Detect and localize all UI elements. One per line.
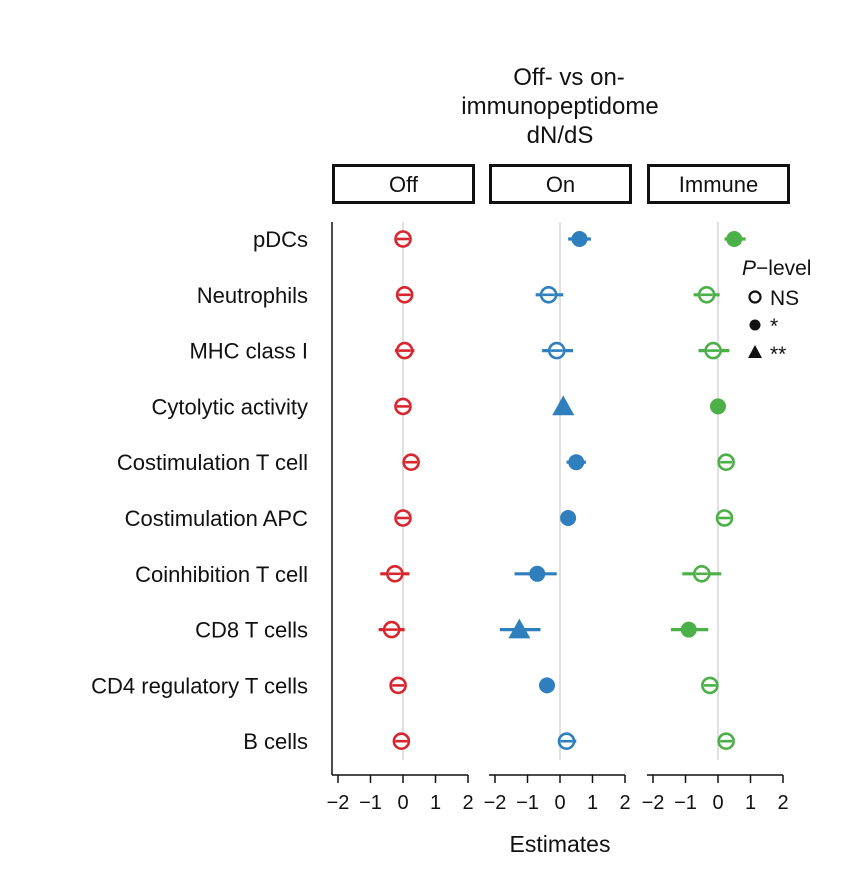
x-tick-label: 0 <box>712 792 723 814</box>
panel-off: Off −2 −1 0 1 2 <box>327 164 475 814</box>
x-tick-label: 0 <box>554 792 565 814</box>
point-sig-marker <box>726 231 743 247</box>
x-tick-label: 1 <box>745 792 756 814</box>
legend-items: NS*** <box>748 287 799 366</box>
legend-item: * <box>749 315 778 338</box>
legend: P−level NS*** <box>742 257 811 366</box>
strip-box <box>489 164 632 204</box>
point-sig-marker <box>680 621 697 638</box>
strip-label: On <box>546 172 575 197</box>
x-tick-label: 2 <box>462 792 473 814</box>
point-sig-marker <box>529 565 546 582</box>
legend-item-label: ** <box>770 343 786 366</box>
row-label: B cells <box>243 729 308 754</box>
legend-title-italic: P <box>742 257 756 280</box>
row-labels: pDCs Neutrophils MHC class I Cytolytic acti… <box>91 227 308 754</box>
point-sig-marker <box>560 510 577 526</box>
legend-title-rest: −level <box>756 257 811 280</box>
strip-box <box>332 164 475 204</box>
legend-item-label: * <box>770 315 778 338</box>
x-tick-label: −2 <box>327 792 350 814</box>
x-axis-label: Estimates <box>510 831 611 857</box>
x-tick-label: 1 <box>587 792 598 814</box>
strip-box <box>647 164 790 204</box>
row-label: Costimulation APC <box>125 506 309 531</box>
x-tick-label: −1 <box>674 792 697 814</box>
x-tick-label: 2 <box>777 792 788 814</box>
panel-immune: Immune −2 −1 0 1 2 <box>642 164 790 814</box>
legend-item: ** <box>748 343 786 366</box>
legend-filled-circle-icon <box>749 319 761 331</box>
x-tick-label: 1 <box>430 792 441 814</box>
point-sig-marker <box>568 454 585 471</box>
title-line-2: immunopeptidome <box>461 93 658 120</box>
legend-item: NS <box>748 287 799 310</box>
point-sig-marker <box>571 231 588 247</box>
legend-title: P−level <box>742 257 811 280</box>
strip-label: Immune <box>679 172 758 197</box>
point-sig2-marker <box>552 395 575 416</box>
point-sig-marker <box>539 677 555 694</box>
title-line-3: dN/dS <box>527 122 594 149</box>
legend-open-circle-icon <box>748 290 762 304</box>
row-label: Costimulation T cell <box>117 450 308 475</box>
title-line-1: Off- vs on- <box>513 64 625 91</box>
x-tick-label: −1 <box>359 792 382 814</box>
row-label: pDCs <box>253 227 308 252</box>
row-label: CD4 regulatory T cells <box>91 673 308 698</box>
x-tick-label: −1 <box>516 792 539 814</box>
x-tick-label: −2 <box>484 792 507 814</box>
row-label: Coinhibition T cell <box>135 562 308 587</box>
point-sig2-marker <box>508 618 531 639</box>
point-sig-marker <box>710 398 726 415</box>
row-label: Neutrophils <box>197 283 308 308</box>
row-label: CD8 T cells <box>195 618 308 643</box>
legend-triangle-icon <box>748 345 762 358</box>
panel-on: On −2 −1 0 1 2 <box>484 164 632 814</box>
x-tick-label: −2 <box>642 792 665 814</box>
chart-title: Off- vs on- immunopeptidome dN/dS <box>461 64 658 149</box>
row-label: Cytolytic activity <box>152 394 308 419</box>
strip-label: Off <box>389 172 419 197</box>
legend-item-label: NS <box>770 287 799 310</box>
x-tick-label: 0 <box>397 792 408 814</box>
row-label: MHC class I <box>189 339 308 364</box>
x-tick-label: 2 <box>619 792 630 814</box>
